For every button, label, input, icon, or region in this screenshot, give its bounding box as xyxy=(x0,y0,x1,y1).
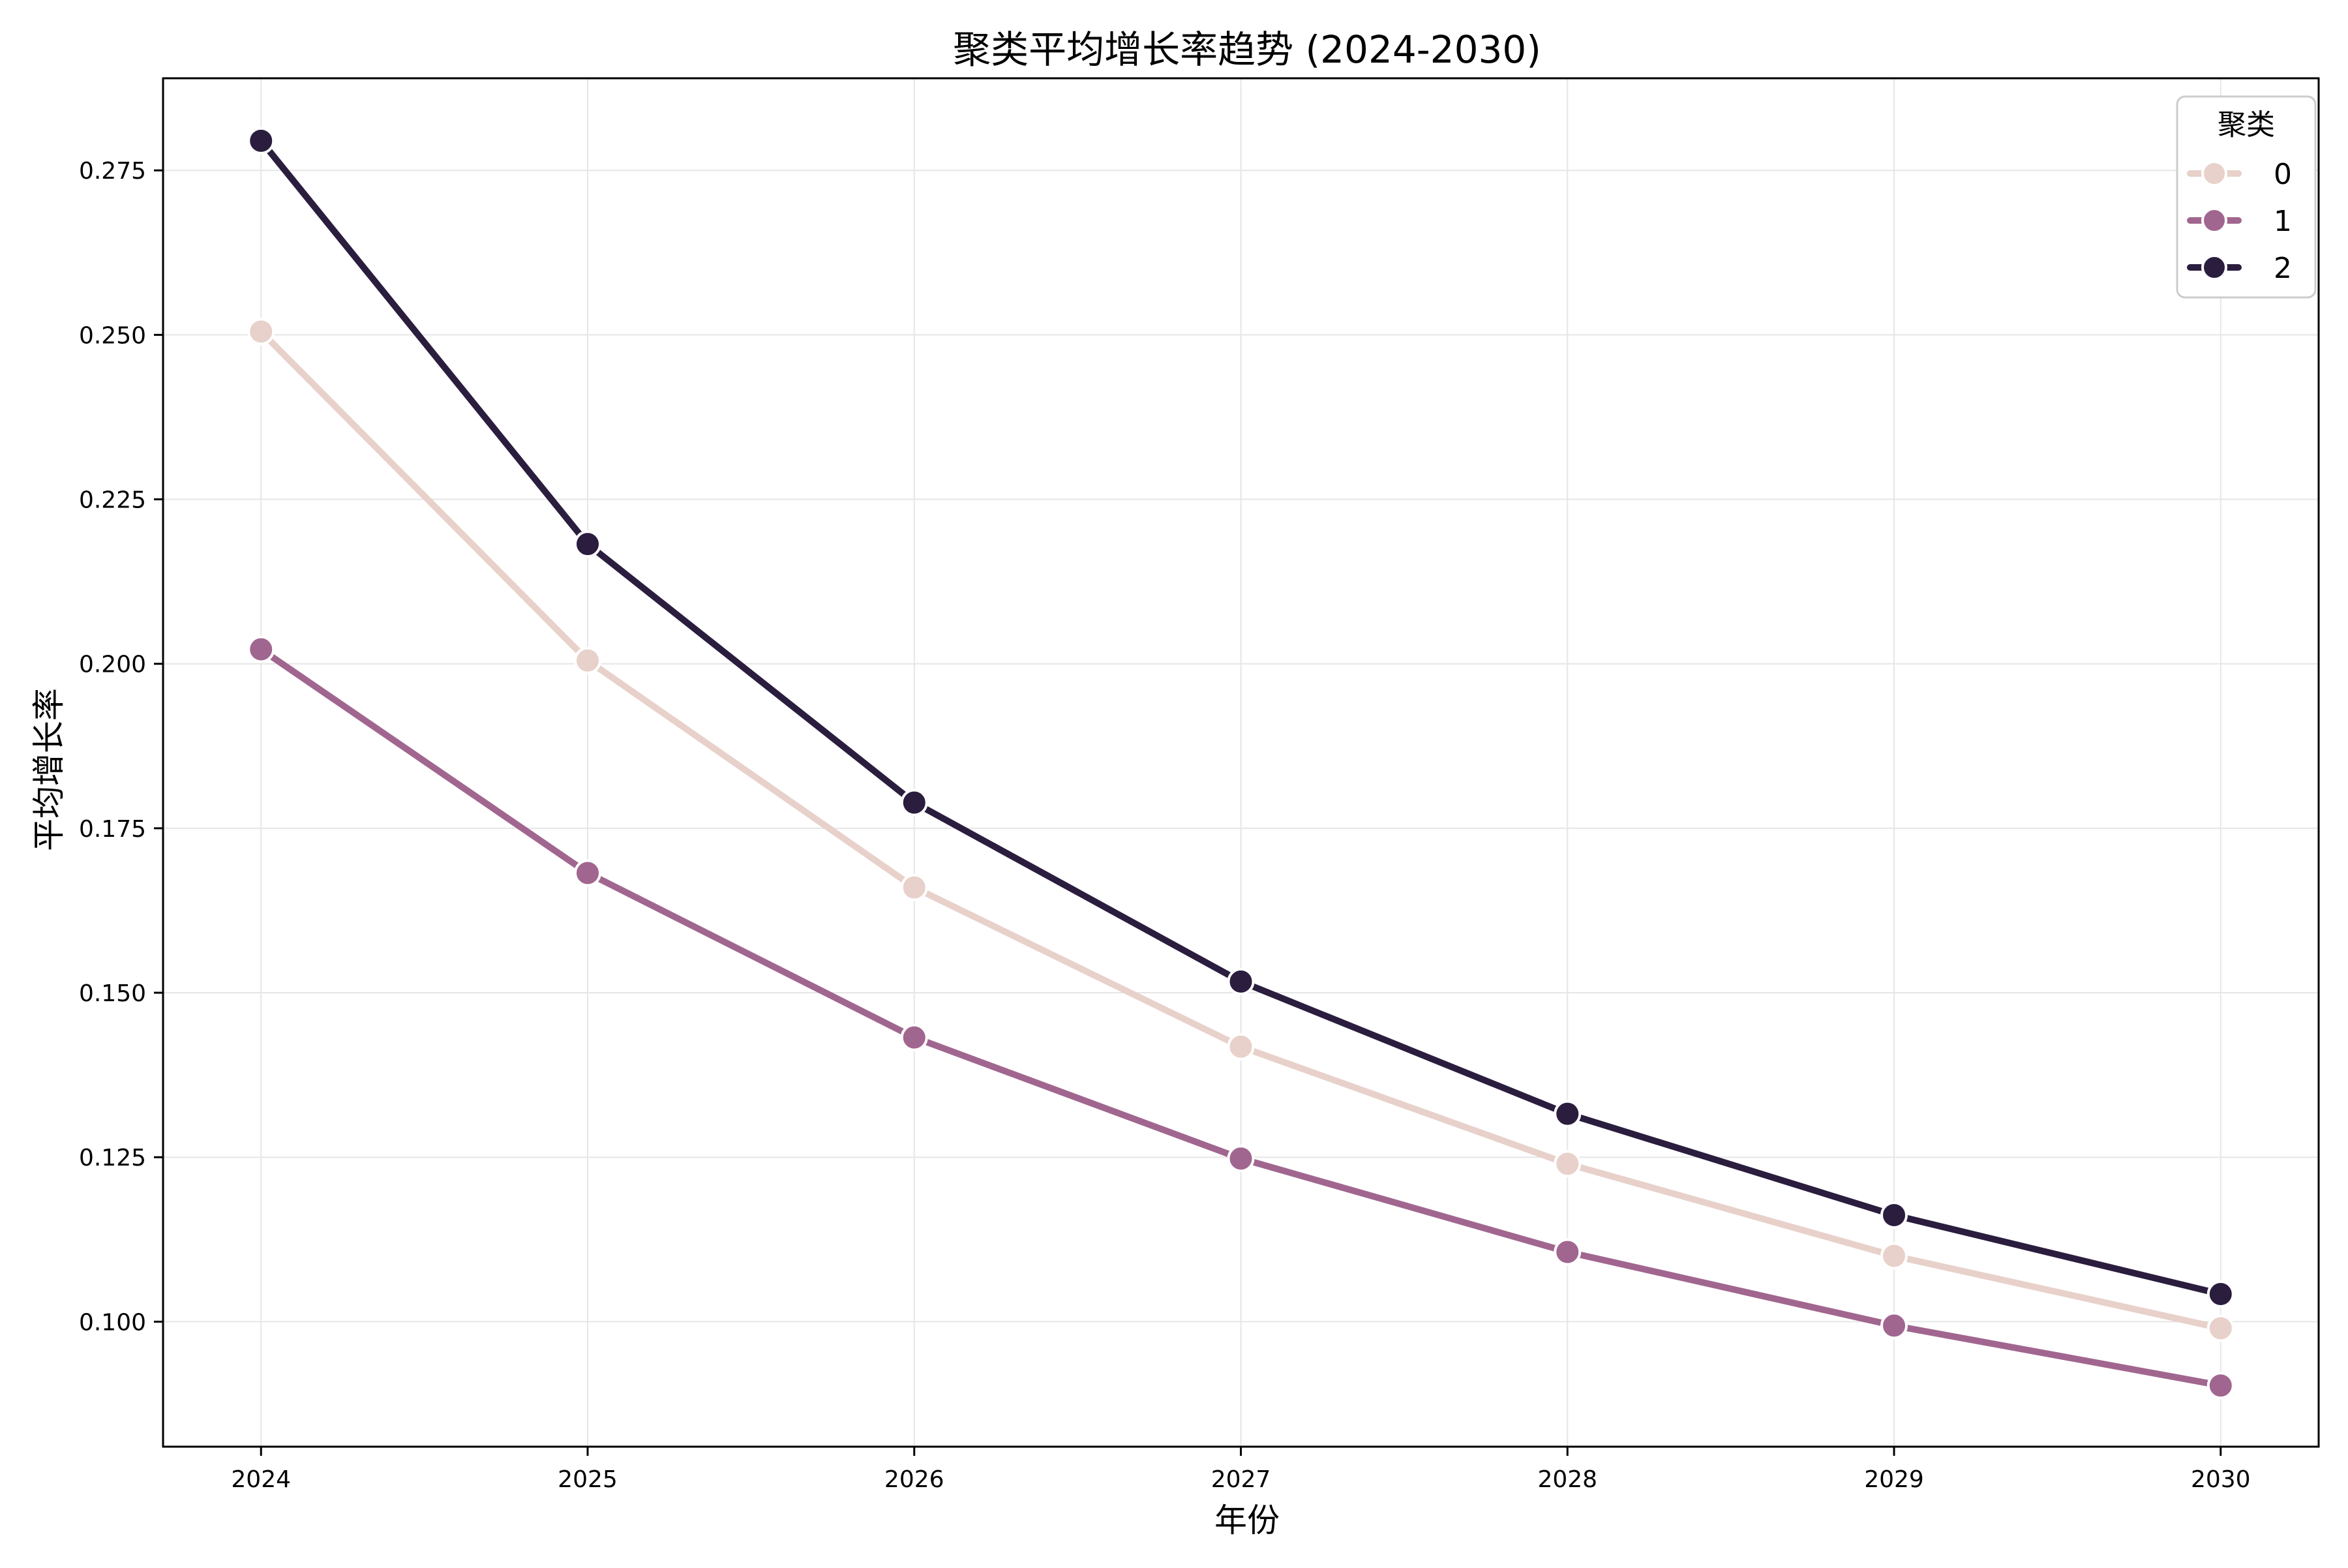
y-tick-label: 0.100 xyxy=(79,1309,146,1336)
data-point xyxy=(573,646,601,674)
data-point xyxy=(1554,1100,1582,1128)
data-point xyxy=(1554,1150,1582,1178)
data-point xyxy=(1880,1201,1908,1229)
legend-label: 1 xyxy=(2274,205,2292,238)
y-axis-label: 平均增长率 xyxy=(30,688,68,851)
x-tick-label: 2024 xyxy=(231,1466,291,1493)
x-tick-label: 2030 xyxy=(2191,1466,2251,1493)
data-point xyxy=(1227,967,1255,995)
y-tick-label: 0.175 xyxy=(79,816,146,843)
legend-item-1: 1 xyxy=(2187,205,2292,238)
legend-label: 0 xyxy=(2274,158,2292,191)
data-point xyxy=(900,873,928,901)
y-tick-label: 0.225 xyxy=(79,487,146,514)
y-tick-label: 0.200 xyxy=(79,652,146,678)
legend-label: 2 xyxy=(2274,252,2292,285)
data-point xyxy=(2206,1372,2235,1400)
data-point xyxy=(1880,1312,1908,1340)
legend-swatch-marker xyxy=(2201,207,2227,234)
data-point xyxy=(1227,1145,1255,1173)
data-point xyxy=(1880,1242,1908,1270)
data-point xyxy=(2206,1314,2235,1342)
legend-item-2: 2 xyxy=(2187,252,2292,285)
data-point xyxy=(247,318,275,346)
legend-swatch-marker xyxy=(2201,160,2227,187)
x-tick-label: 2026 xyxy=(884,1466,944,1493)
legend-frame xyxy=(2176,95,2317,299)
legend-swatch-marker xyxy=(2201,254,2227,280)
chart-title: 聚类平均增长率趋势 (2024-2030) xyxy=(953,27,1541,72)
data-point xyxy=(573,530,601,558)
legend-item-0: 0 xyxy=(2187,158,2292,191)
data-point xyxy=(900,1023,928,1051)
data-point xyxy=(900,789,928,817)
legend: 聚类 0 1 2 xyxy=(2176,95,2317,299)
series-0 xyxy=(247,318,2235,1342)
x-tick-label: 2028 xyxy=(1537,1466,1597,1493)
y-tick-label: 0.125 xyxy=(79,1145,146,1171)
data-point xyxy=(1227,1033,1255,1061)
data-point xyxy=(2206,1280,2235,1308)
data-point xyxy=(1554,1238,1582,1266)
y-tick-label: 0.150 xyxy=(79,980,146,1007)
data-point xyxy=(247,635,275,663)
y-tick-label: 0.275 xyxy=(79,158,146,185)
legend-title: 聚类 xyxy=(2218,108,2275,142)
series-2 xyxy=(247,127,2235,1308)
x-tick-label: 2025 xyxy=(558,1466,618,1493)
y-tick-label: 0.250 xyxy=(79,322,146,349)
x-tick-label: 2029 xyxy=(1864,1466,1924,1493)
x-axis-label: 年份 xyxy=(1214,1501,1280,1539)
data-point xyxy=(573,859,601,887)
series-1 xyxy=(247,635,2235,1400)
data-point xyxy=(247,127,275,155)
x-tick-label: 2027 xyxy=(1211,1466,1271,1493)
